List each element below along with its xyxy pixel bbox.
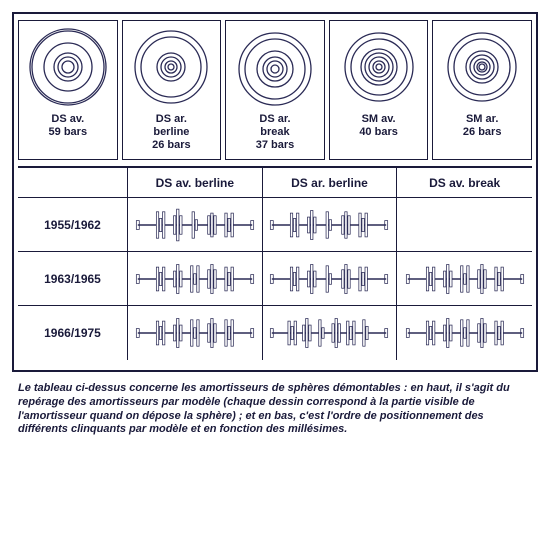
damper-cell <box>263 306 398 360</box>
damper-icon <box>269 311 389 355</box>
sphere-label: SM ar. 26 bars <box>463 113 502 139</box>
year-label: 1955/1962 <box>18 198 128 252</box>
damper-icon <box>405 311 525 355</box>
year-label: 1966/1975 <box>18 306 128 360</box>
damper-cell <box>397 306 532 360</box>
damper-cell <box>397 252 532 306</box>
damper-icon <box>135 257 255 301</box>
damper-grid: DS av. berlineDS ar. berlineDS av. break… <box>18 166 532 360</box>
sphere-icon <box>28 27 108 107</box>
damper-cell <box>128 306 263 360</box>
sphere-icon <box>339 27 419 107</box>
damper-icon <box>405 257 525 301</box>
column-header: DS av. break <box>397 168 532 198</box>
sphere-cell: DS ar. berline 26 bars <box>122 20 222 160</box>
sphere-icon <box>131 27 211 107</box>
caption-text: Le tableau ci-dessus concerne les amorti… <box>12 382 538 437</box>
sphere-cell: DS av. 59 bars <box>18 20 118 160</box>
damper-cell <box>397 198 532 252</box>
damper-cell <box>128 252 263 306</box>
damper-cell <box>263 252 398 306</box>
sphere-cell: SM av. 40 bars <box>329 20 429 160</box>
sphere-label: DS av. 59 bars <box>49 113 88 139</box>
sphere-cell: SM ar. 26 bars <box>432 20 532 160</box>
damper-cell <box>128 198 263 252</box>
sphere-cell: DS ar. break 37 bars <box>225 20 325 160</box>
sphere-label: SM av. 40 bars <box>359 113 398 139</box>
damper-icon <box>269 257 389 301</box>
sphere-label: DS ar. berline 26 bars <box>152 113 191 153</box>
damper-icon <box>269 203 389 247</box>
year-label: 1963/1965 <box>18 252 128 306</box>
sphere-icon <box>235 27 315 107</box>
sphere-label: DS ar. break 37 bars <box>256 113 295 153</box>
header-blank <box>18 168 128 198</box>
damper-cell <box>263 198 398 252</box>
column-header: DS ar. berline <box>263 168 398 198</box>
column-header: DS av. berline <box>128 168 263 198</box>
diagram-frame: DS av. 59 bars DS ar. berline 26 bars DS a… <box>12 12 538 372</box>
sphere-row: DS av. 59 bars DS ar. berline 26 bars DS a… <box>18 20 532 160</box>
damper-icon <box>135 203 255 247</box>
damper-icon <box>135 311 255 355</box>
sphere-icon <box>442 27 522 107</box>
